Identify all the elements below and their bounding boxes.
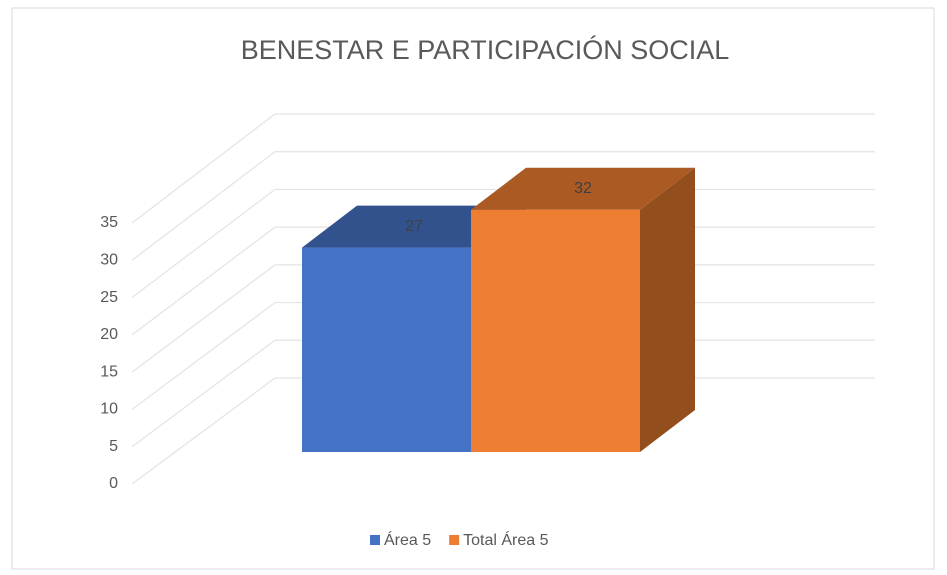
bar-side <box>640 167 695 452</box>
bar <box>302 247 471 452</box>
y-tick-label: 35 <box>100 214 118 231</box>
grid-line <box>131 151 875 261</box>
y-tick-label: 5 <box>109 438 118 455</box>
data-label: 32 <box>574 180 592 197</box>
y-tick-label: 0 <box>109 475 118 492</box>
bar-top <box>471 167 695 210</box>
y-tick-label: 15 <box>100 363 118 380</box>
y-tick-label: 10 <box>100 401 118 418</box>
chart-title: BENESTAR E PARTICIPACIÓN SOCIAL <box>241 34 730 65</box>
legend-label: Área 5 <box>384 530 431 549</box>
data-label: 27 <box>405 218 423 235</box>
legend-label: Total Área 5 <box>463 530 548 549</box>
y-tick-label: 25 <box>100 289 118 306</box>
legend-swatch <box>370 535 380 545</box>
y-tick-label: 20 <box>100 326 118 343</box>
legend-swatch <box>449 535 460 545</box>
bar <box>471 209 640 452</box>
bar-top <box>302 205 526 248</box>
y-tick-label: 30 <box>100 252 118 269</box>
grid-line <box>131 113 875 224</box>
